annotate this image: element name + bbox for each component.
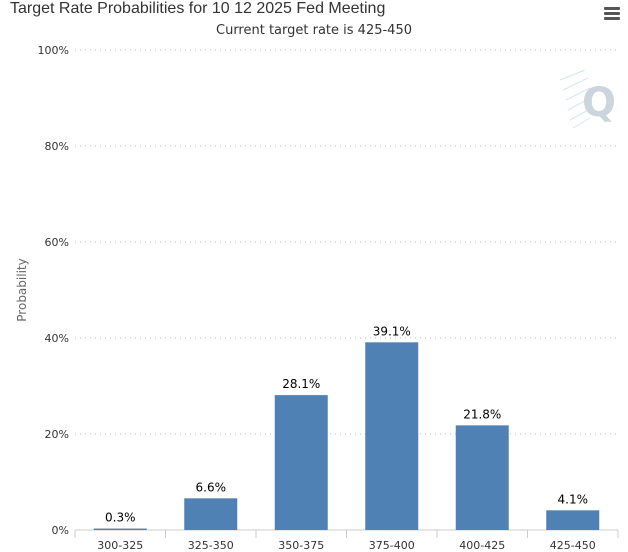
y-tick-label: 80% xyxy=(45,140,69,153)
grid-lines xyxy=(75,49,618,435)
bar-400-425[interactable] xyxy=(455,425,509,530)
x-tick-label: 300-325 xyxy=(97,539,143,552)
x-tick-label: 400-425 xyxy=(459,539,505,552)
bar-375-400[interactable] xyxy=(365,342,419,530)
y-tick-label: 40% xyxy=(45,332,69,345)
y-tick-label: 20% xyxy=(45,428,69,441)
bar-350-375[interactable] xyxy=(274,395,328,530)
watermark-letter: Q xyxy=(582,80,616,126)
bar-425-450[interactable] xyxy=(546,510,600,530)
chart-subtitle: Current target rate is 425-450 xyxy=(216,23,412,38)
data-label: 6.6% xyxy=(196,480,227,494)
x-tick-label: 325-350 xyxy=(188,539,234,552)
chart-title: Target Rate Probabilities for 10 12 2025… xyxy=(10,0,386,17)
data-label: 21.8% xyxy=(463,407,501,421)
x-axis-ticks: 300-325 325-350 350-375 375-400 400-425 425-4… xyxy=(74,530,619,552)
y-tick-label: 0% xyxy=(52,524,69,537)
watermark-logo: Q xyxy=(559,69,616,129)
bar-300-325[interactable] xyxy=(93,528,147,530)
data-label: 0.3% xyxy=(105,511,136,525)
y-tick-label: 60% xyxy=(45,236,69,249)
y-axis-ticks: 0% 20% 40% 60% 80% 100% xyxy=(38,44,69,537)
x-tick-label: 425-450 xyxy=(550,539,596,552)
y-axis-title: Probability xyxy=(15,258,29,321)
bars xyxy=(93,342,600,530)
hamburger-menu-icon[interactable] xyxy=(600,3,624,23)
y-tick-label: 100% xyxy=(38,44,69,57)
data-labels: 0.3% 6.6% 28.1% 39.1% 21.8% 4.1% xyxy=(105,324,588,524)
data-label: 28.1% xyxy=(282,377,320,391)
bar-325-350[interactable] xyxy=(184,498,238,530)
x-tick-label: 375-400 xyxy=(369,539,415,552)
data-label: 39.1% xyxy=(373,324,411,338)
data-label: 4.1% xyxy=(558,492,589,506)
x-tick-label: 350-375 xyxy=(278,539,324,552)
